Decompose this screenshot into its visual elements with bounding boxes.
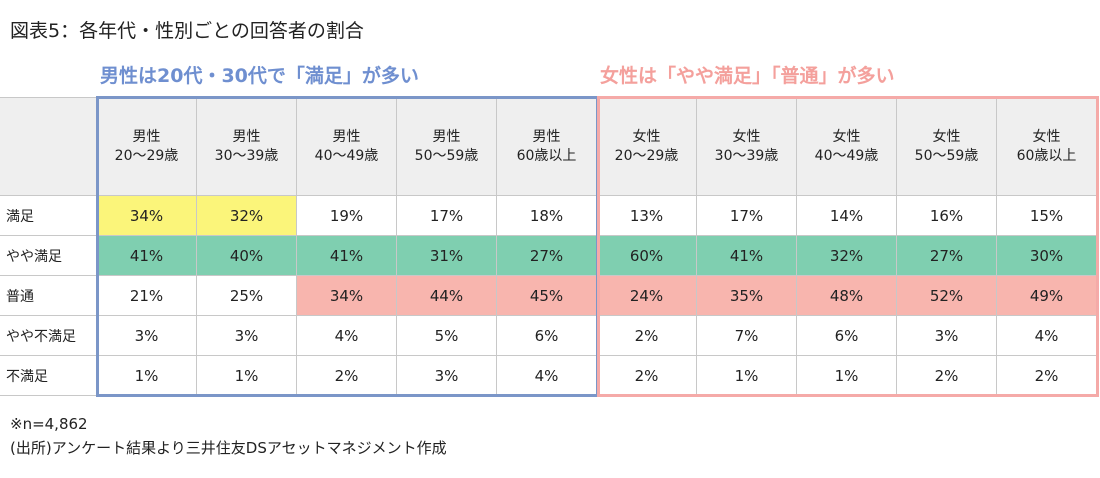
table: 男性 20～29歳 男性 30～39歳 男性 40～49歳 男性 50～59歳 男性 6… <box>0 97 1097 396</box>
data-cell: 32% <box>797 236 897 276</box>
data-cell: 21% <box>97 276 197 316</box>
data-cell: 1% <box>97 356 197 396</box>
data-cell: 25% <box>197 276 297 316</box>
data-cell: 49% <box>997 276 1097 316</box>
column-header: 男性 20～29歳 <box>97 98 197 196</box>
data-cell: 4% <box>297 316 397 356</box>
data-cell: 3% <box>397 356 497 396</box>
data-cell: 2% <box>597 316 697 356</box>
column-header: 男性 30～39歳 <box>197 98 297 196</box>
data-cell: 32% <box>197 196 297 236</box>
data-cell: 41% <box>697 236 797 276</box>
note: (出所)アンケート結果より三井住友DSアセットマネジメント作成 <box>10 439 447 457</box>
data-cell: 2% <box>897 356 997 396</box>
data-cell: 1% <box>797 356 897 396</box>
data-cell: 40% <box>197 236 297 276</box>
data-cell: 6% <box>797 316 897 356</box>
data-cell: 41% <box>97 236 197 276</box>
data-cell: 34% <box>297 276 397 316</box>
data-cell: 1% <box>697 356 797 396</box>
row-label: 不満足 <box>0 356 97 396</box>
column-header: 女性 30～39歳 <box>697 98 797 196</box>
data-cell: 17% <box>397 196 497 236</box>
corner-cell <box>0 98 97 196</box>
data-cell: 4% <box>997 316 1097 356</box>
data-cell: 3% <box>197 316 297 356</box>
data-cell: 13% <box>597 196 697 236</box>
column-header: 女性 20～29歳 <box>597 98 697 196</box>
column-header: 男性 50～59歳 <box>397 98 497 196</box>
data-cell: 2% <box>997 356 1097 396</box>
data-cell: 48% <box>797 276 897 316</box>
row-label: 普通 <box>0 276 97 316</box>
data-cell: 30% <box>997 236 1097 276</box>
column-header: 女性 50～59歳 <box>897 98 997 196</box>
data-cell: 7% <box>697 316 797 356</box>
group-header: 女性は「やや満足」「普通」が多い <box>600 65 895 87</box>
data-cell: 15% <box>997 196 1097 236</box>
data-cell: 18% <box>497 196 597 236</box>
data-cell: 44% <box>397 276 497 316</box>
data-cell: 2% <box>297 356 397 396</box>
data-cell: 17% <box>697 196 797 236</box>
data-cell: 14% <box>797 196 897 236</box>
data-cell: 31% <box>397 236 497 276</box>
column-header: 男性 60歳以上 <box>497 98 597 196</box>
title: 図表5：各年代・性別ごとの回答者の割合 <box>10 20 364 42</box>
column-header: 女性 60歳以上 <box>997 98 1097 196</box>
data-cell: 5% <box>397 316 497 356</box>
data-cell: 45% <box>497 276 597 316</box>
data-cell: 24% <box>597 276 697 316</box>
data-cell: 34% <box>97 196 197 236</box>
data-cell: 3% <box>897 316 997 356</box>
data-cell: 3% <box>97 316 197 356</box>
data-cell: 35% <box>697 276 797 316</box>
data-cell: 27% <box>497 236 597 276</box>
data-cell: 2% <box>597 356 697 396</box>
data-cell: 4% <box>497 356 597 396</box>
note: ※n=4,862 <box>10 415 88 433</box>
data-cell: 60% <box>597 236 697 276</box>
row-label: やや満足 <box>0 236 97 276</box>
column-header: 女性 40～49歳 <box>797 98 897 196</box>
data-cell: 41% <box>297 236 397 276</box>
data-cell: 27% <box>897 236 997 276</box>
data-cell: 1% <box>197 356 297 396</box>
group-header: 男性は20代・30代で「満足」が多い <box>100 65 419 87</box>
column-header: 男性 40～49歳 <box>297 98 397 196</box>
data-cell: 6% <box>497 316 597 356</box>
data-cell: 16% <box>897 196 997 236</box>
data-cell: 52% <box>897 276 997 316</box>
row-label: 満足 <box>0 196 97 236</box>
data-cell: 19% <box>297 196 397 236</box>
row-label: やや不満足 <box>0 316 97 356</box>
